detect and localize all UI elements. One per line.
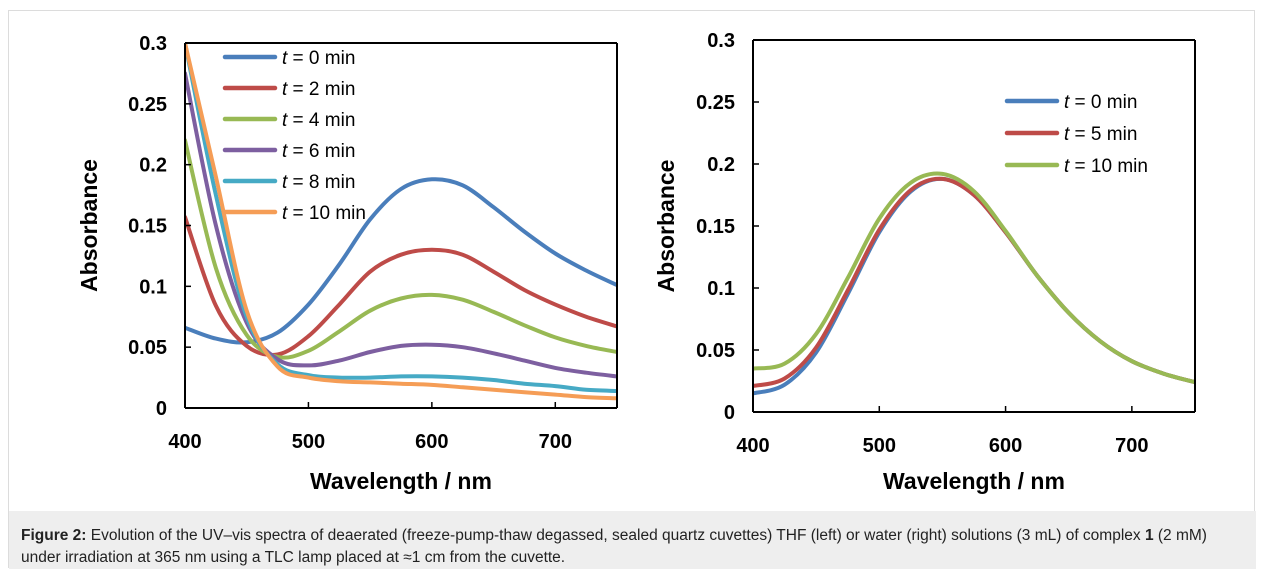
right-ytick-label-0: 0 xyxy=(724,402,735,424)
left-y-axis-label: Absorbance xyxy=(76,159,102,292)
right-legend-label-1: t = 5 min xyxy=(1064,124,1137,145)
figure: 0 0.05 0.1 0.15 0.2 0.25 0.3 400 500 600 700 Wavele… xyxy=(8,10,1256,569)
right-ytick-label-3: 0.15 xyxy=(696,216,735,238)
left-series-line-4 xyxy=(185,43,617,393)
left-ytick-label-0: 0 xyxy=(156,398,167,420)
left-legend-label-4: t = 8 min xyxy=(282,172,355,193)
caption-text-a: Evolution of the UV–vis spectra of deaer… xyxy=(86,527,1145,544)
right-ytick-label-5: 0.25 xyxy=(696,92,735,114)
caption-compound: 1 xyxy=(1144,527,1154,544)
left-xtick-label-2: 600 xyxy=(415,431,448,453)
right-xtick-label-0: 400 xyxy=(736,435,769,457)
left-series-line-1 xyxy=(185,215,617,357)
chart-thf: 0 0.05 0.1 0.15 0.2 0.25 0.3 400 500 600 700 Wavele… xyxy=(76,33,618,494)
right-series-line-2 xyxy=(753,171,1195,385)
right-series-line-1 xyxy=(753,176,1195,388)
chart-water: 0 0.05 0.1 0.15 0.2 0.25 0.3 400 500 600 700 Wavele… xyxy=(653,30,1196,494)
left-series-line-3 xyxy=(185,71,617,379)
left-series-line-2 xyxy=(185,138,617,360)
right-legend-label-2: t = 10 min xyxy=(1064,156,1148,177)
left-xtick-label-1: 500 xyxy=(292,431,325,453)
left-xtick-label-3: 700 xyxy=(539,431,572,453)
figure-caption: Figure 2: Evolution of the UV–vis spectr… xyxy=(9,511,1256,569)
left-legend-label-1: t = 2 min xyxy=(282,79,355,100)
right-ytick-label-1: 0.05 xyxy=(696,340,735,362)
left-xtick-label-0: 400 xyxy=(168,431,201,453)
caption-text-b: (2 mM) under irradiation at 365 nm using… xyxy=(21,527,1207,566)
left-ytick-label-5: 0.25 xyxy=(128,94,167,116)
left-ytick-label-1: 0.05 xyxy=(128,337,167,359)
charts-area: 0 0.05 0.1 0.15 0.2 0.25 0.3 400 500 600 700 Wavele… xyxy=(9,11,1256,511)
right-xtick-label-2: 600 xyxy=(989,435,1022,457)
left-legend-label-5: t = 10 min xyxy=(282,203,366,224)
left-series-line-5 xyxy=(185,43,617,401)
left-ytick-label-6: 0.3 xyxy=(139,33,167,55)
left-series-group xyxy=(185,43,617,401)
right-x-axis-label: Wavelength / nm xyxy=(883,468,1065,494)
left-ytick-label-2: 0.1 xyxy=(139,276,167,298)
left-legend-label-0: t = 0 min xyxy=(282,48,355,69)
right-ytick-label-2: 0.1 xyxy=(707,278,735,300)
left-legend-label-2: t = 4 min xyxy=(282,110,355,131)
left-ytick-label-4: 0.2 xyxy=(139,155,167,177)
right-xtick-label-1: 500 xyxy=(863,435,896,457)
right-ytick-label-6: 0.3 xyxy=(707,30,735,52)
left-legend-label-3: t = 6 min xyxy=(282,141,355,162)
left-x-axis-label: Wavelength / nm xyxy=(310,468,492,494)
right-y-axis-label: Absorbance xyxy=(653,160,679,293)
right-xtick-label-3: 700 xyxy=(1115,435,1148,457)
caption-label: Figure 2: xyxy=(21,527,87,544)
left-ytick-label-3: 0.15 xyxy=(128,216,167,238)
right-series-group xyxy=(753,171,1195,396)
right-ytick-label-4: 0.2 xyxy=(707,154,735,176)
right-legend-label-0: t = 0 min xyxy=(1064,92,1137,113)
